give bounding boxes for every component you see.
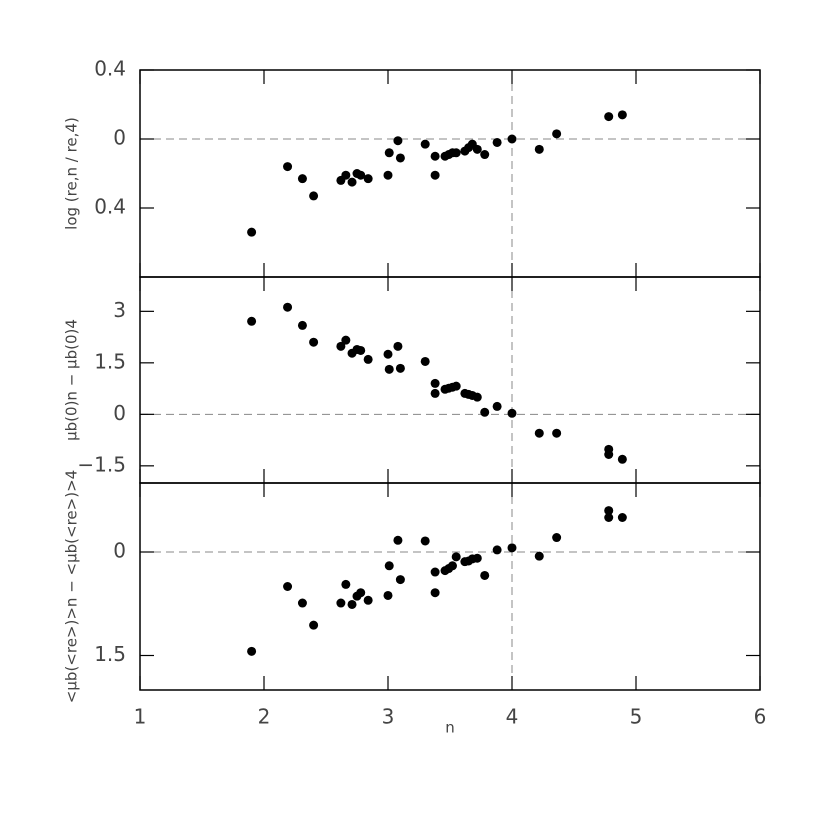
y-tick-label: 0 bbox=[113, 126, 126, 150]
data-point bbox=[430, 588, 440, 598]
data-point bbox=[420, 356, 430, 366]
data-point bbox=[430, 378, 440, 388]
data-point bbox=[534, 551, 544, 561]
y-axis-label: μb(0)n − μb(0)4 bbox=[63, 319, 81, 441]
data-point bbox=[356, 588, 366, 598]
plot-frame bbox=[139, 276, 761, 484]
data-point bbox=[309, 337, 319, 347]
data-point bbox=[297, 174, 307, 184]
data-point bbox=[617, 454, 627, 464]
data-point bbox=[336, 598, 346, 608]
data-point bbox=[492, 401, 502, 411]
x-tick-label: 3 bbox=[382, 705, 395, 729]
data-point bbox=[347, 599, 357, 609]
data-point bbox=[604, 450, 614, 460]
data-point bbox=[309, 620, 319, 630]
x-tick-label: 6 bbox=[754, 705, 767, 729]
data-point bbox=[552, 533, 562, 543]
data-point bbox=[617, 110, 627, 120]
y-tick-label: 1.5 bbox=[94, 349, 126, 373]
data-point bbox=[283, 162, 293, 172]
data-point bbox=[247, 316, 257, 326]
x-tick-label: 2 bbox=[258, 705, 271, 729]
data-point bbox=[552, 129, 562, 139]
data-point bbox=[480, 150, 490, 160]
data-point bbox=[534, 144, 544, 154]
data-point bbox=[447, 561, 457, 571]
data-point bbox=[451, 381, 461, 391]
y-tick-label: 0 bbox=[113, 539, 126, 563]
data-point bbox=[363, 354, 373, 364]
data-point bbox=[395, 575, 405, 585]
data-point bbox=[356, 170, 366, 180]
data-point bbox=[297, 598, 307, 608]
data-point bbox=[430, 151, 440, 161]
data-point bbox=[383, 349, 393, 359]
data-point bbox=[534, 428, 544, 438]
data-point bbox=[492, 137, 502, 147]
data-point bbox=[363, 174, 373, 184]
data-point bbox=[395, 363, 405, 373]
data-point bbox=[507, 408, 517, 418]
data-point bbox=[430, 567, 440, 577]
x-tick-label: 4 bbox=[506, 705, 519, 729]
y-axis-label: log (re,n / re,4) bbox=[63, 117, 81, 230]
data-point bbox=[420, 536, 430, 546]
data-point bbox=[430, 170, 440, 180]
data-point bbox=[336, 341, 346, 351]
data-point bbox=[384, 561, 394, 571]
data-point bbox=[492, 545, 502, 555]
y-tick-label: −1.5 bbox=[77, 452, 126, 476]
data-point bbox=[393, 535, 403, 545]
data-point bbox=[383, 590, 393, 600]
data-point bbox=[247, 646, 257, 656]
x-tick-label: 1 bbox=[134, 705, 147, 729]
y-tick-label: 1.5 bbox=[94, 642, 126, 666]
data-point bbox=[552, 428, 562, 438]
data-point bbox=[604, 506, 614, 516]
y-axis-label: <μb(<re>)>n − <μb(<re>)>4 bbox=[63, 470, 81, 703]
data-point bbox=[297, 320, 307, 330]
y-tick-label: 0.4 bbox=[94, 57, 126, 81]
data-point bbox=[507, 543, 517, 553]
data-point bbox=[393, 136, 403, 146]
x-axis-label: n bbox=[445, 719, 455, 737]
data-point bbox=[384, 148, 394, 158]
y-tick-label: 0.4 bbox=[94, 195, 126, 219]
data-point bbox=[247, 227, 257, 237]
data-point bbox=[451, 148, 461, 158]
data-point bbox=[395, 153, 405, 163]
data-point bbox=[451, 552, 461, 562]
data-point bbox=[480, 407, 490, 417]
data-point bbox=[341, 170, 351, 180]
data-point bbox=[341, 335, 351, 345]
data-point bbox=[283, 302, 293, 312]
y-tick-label: 0 bbox=[113, 401, 126, 425]
data-point bbox=[420, 139, 430, 149]
data-point bbox=[356, 345, 366, 355]
data-point bbox=[384, 364, 394, 374]
x-tick-label: 5 bbox=[630, 705, 643, 729]
data-point bbox=[393, 341, 403, 351]
data-point bbox=[363, 595, 373, 605]
data-point bbox=[341, 579, 351, 589]
y-tick-label: 3 bbox=[113, 298, 126, 322]
data-point bbox=[347, 177, 357, 187]
data-point bbox=[283, 582, 293, 591]
data-point bbox=[472, 144, 482, 154]
data-point bbox=[472, 392, 482, 402]
plot-frame bbox=[139, 482, 761, 691]
data-point bbox=[383, 170, 393, 180]
data-point bbox=[309, 191, 319, 201]
data-point bbox=[480, 570, 490, 580]
data-point bbox=[472, 553, 482, 563]
data-point bbox=[507, 134, 517, 144]
plot-frame bbox=[139, 69, 761, 278]
data-point bbox=[604, 513, 614, 522]
data-point bbox=[430, 388, 440, 398]
data-point bbox=[604, 112, 614, 122]
data-point bbox=[617, 513, 627, 522]
